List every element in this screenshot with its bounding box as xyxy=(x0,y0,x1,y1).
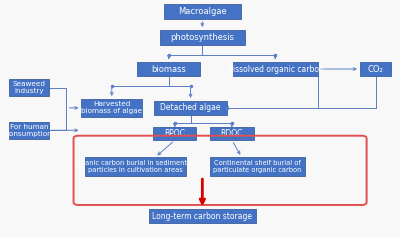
Text: Harvested
biomass of algae: Harvested biomass of algae xyxy=(81,101,142,114)
Text: BPOC: BPOC xyxy=(164,129,185,138)
Text: Organic carbon burial in sedimentary
particles in cultivation areas: Organic carbon burial in sedimentary par… xyxy=(73,160,198,173)
FancyBboxPatch shape xyxy=(360,62,392,76)
Text: biomass: biomass xyxy=(152,64,186,73)
Text: CO₂: CO₂ xyxy=(368,64,384,73)
FancyBboxPatch shape xyxy=(210,157,305,176)
Text: Dissolved organic carbon: Dissolved organic carbon xyxy=(227,64,324,73)
Text: Long-term carbon storage: Long-term carbon storage xyxy=(152,212,252,221)
FancyBboxPatch shape xyxy=(153,127,196,140)
FancyBboxPatch shape xyxy=(164,4,241,19)
Text: photosynthesis: photosynthesis xyxy=(170,33,234,42)
Text: Detached algae: Detached algae xyxy=(160,103,221,112)
FancyBboxPatch shape xyxy=(137,62,200,76)
Text: Macroalgae: Macroalgae xyxy=(178,7,227,16)
FancyBboxPatch shape xyxy=(160,30,245,45)
FancyBboxPatch shape xyxy=(149,209,256,223)
FancyBboxPatch shape xyxy=(154,101,227,115)
FancyBboxPatch shape xyxy=(9,122,49,139)
Text: Continental shelf burial of
particulate organic carbon: Continental shelf burial of particulate … xyxy=(213,160,302,173)
FancyBboxPatch shape xyxy=(233,62,318,76)
FancyBboxPatch shape xyxy=(85,157,186,176)
FancyBboxPatch shape xyxy=(81,99,142,117)
Text: Seaweed
industry: Seaweed industry xyxy=(12,81,46,94)
Text: For human
consumption: For human consumption xyxy=(6,124,52,137)
Text: RDOC: RDOC xyxy=(221,129,243,138)
FancyBboxPatch shape xyxy=(9,79,49,96)
FancyBboxPatch shape xyxy=(210,127,254,140)
